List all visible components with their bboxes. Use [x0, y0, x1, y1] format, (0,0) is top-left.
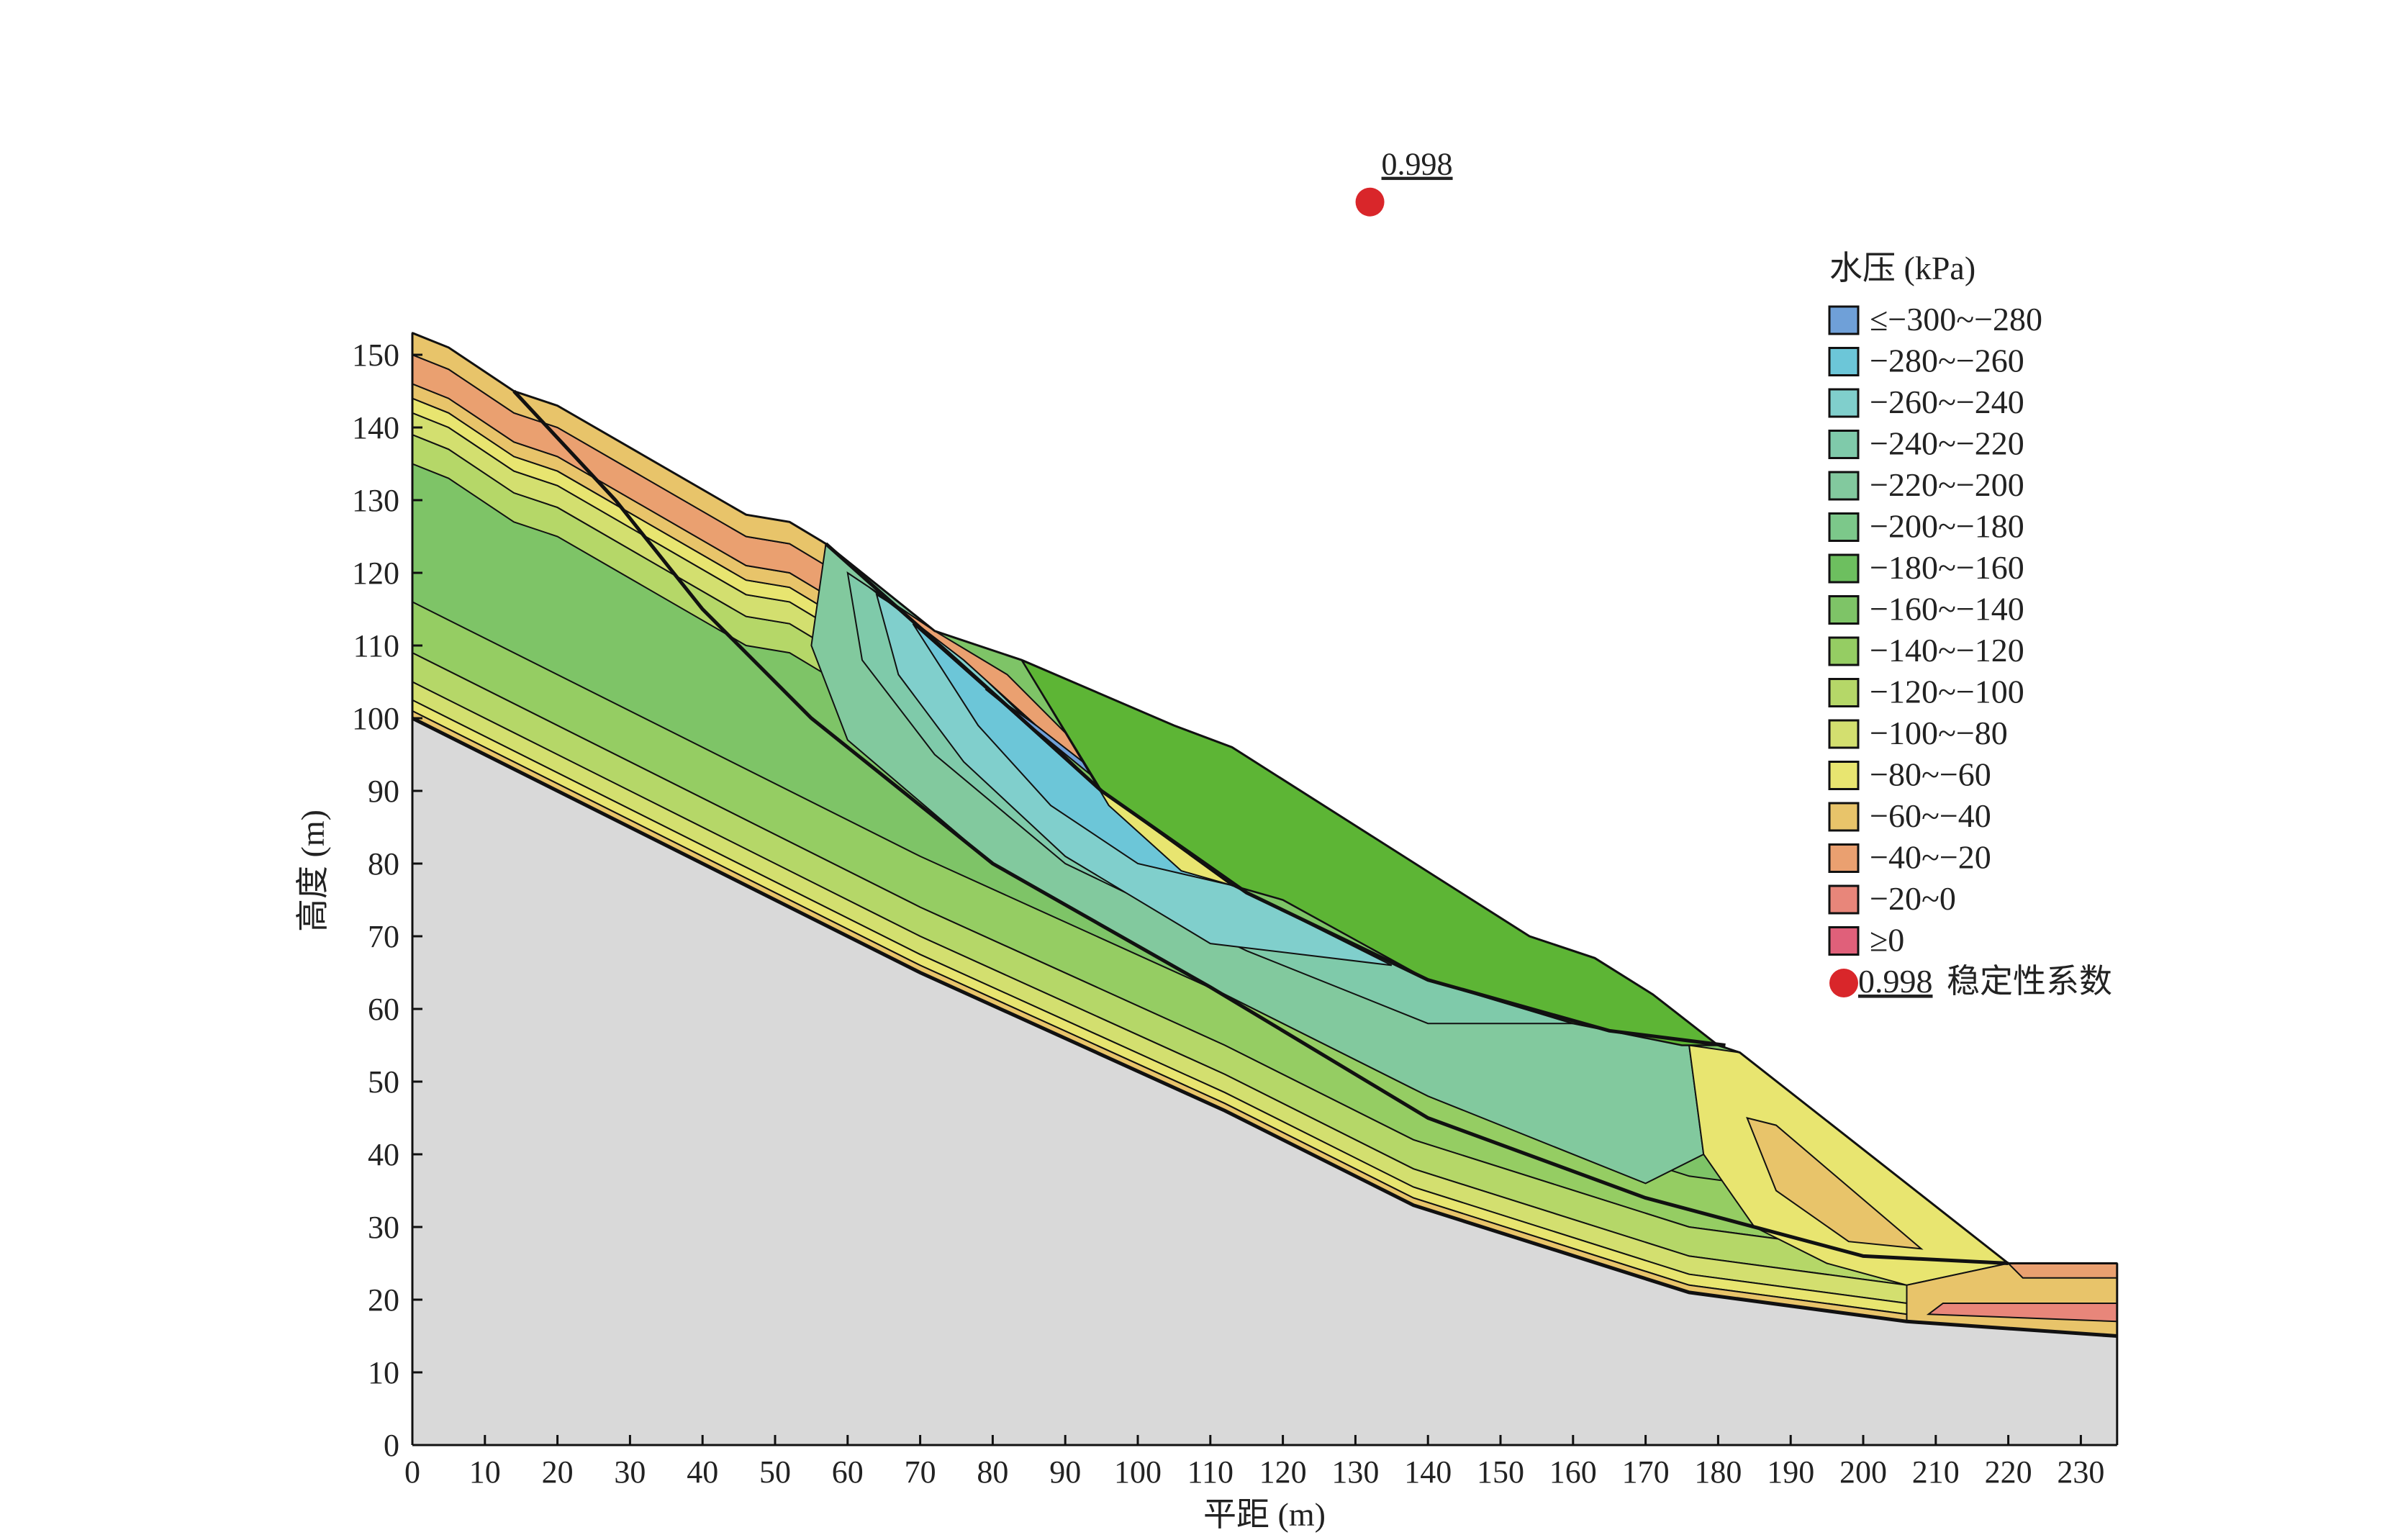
x-tick-label: 170 [1622, 1454, 1670, 1490]
legend-swatch [1828, 719, 1860, 749]
y-tick-label: 0 [384, 1428, 399, 1463]
y-tick-label: 150 [352, 338, 399, 373]
legend-swatch [1828, 802, 1860, 832]
x-tick-label: 150 [1477, 1454, 1524, 1490]
y-tick-label: 120 [352, 556, 399, 591]
y-tick-label: 60 [368, 992, 399, 1027]
legend-swatch [1828, 430, 1860, 459]
legend-label: −160~−140 [1870, 591, 2024, 628]
slip-surface-line [824, 542, 1726, 1047]
bedrock-region [412, 718, 2117, 1445]
x-tick-label: 20 [542, 1454, 574, 1490]
x-tick-label: 220 [1985, 1454, 2032, 1490]
x-tick-label: 180 [1694, 1454, 1742, 1490]
x-axis-title: 平距 (m) [1203, 1496, 1326, 1533]
legend-swatch [1828, 471, 1860, 501]
x-tick-label: 200 [1839, 1454, 1887, 1490]
y-tick-label: 110 [353, 628, 399, 664]
x-tick-label: 40 [687, 1454, 718, 1490]
x-tick-label: 80 [977, 1454, 1008, 1490]
y-tick-label: 20 [368, 1282, 399, 1318]
legend-label: −260~−240 [1870, 384, 2024, 420]
legend-label: −240~−220 [1870, 425, 2024, 462]
legend-label: −280~−260 [1870, 343, 2024, 379]
y-tick-label: 100 [352, 701, 399, 736]
legend-swatch [1828, 843, 1860, 873]
legend-label: −100~−80 [1870, 715, 2008, 751]
x-tick-label: 120 [1259, 1454, 1307, 1490]
x-tick-label: 160 [1549, 1454, 1597, 1490]
y-axis-title: 高度 (m) [294, 810, 331, 932]
x-tick-label: 190 [1767, 1454, 1814, 1490]
x-tick-label: 210 [1912, 1454, 1960, 1490]
y-tick-label: 90 [368, 774, 399, 809]
legend-swatch [1828, 926, 1860, 956]
plot-area [411, 332, 2118, 1445]
legend-label: −80~−60 [1870, 756, 1991, 793]
legend-swatch [1828, 347, 1860, 376]
legend-swatch [1828, 884, 1860, 915]
legend-label: ≤−300~−280 [1870, 301, 2042, 338]
legend-label: −220~−200 [1870, 466, 2024, 503]
legend-label: −60~−40 [1870, 797, 1991, 834]
x-tick-label: 10 [469, 1454, 501, 1490]
legend-swatch [1828, 305, 1860, 335]
x-tick-label: 30 [614, 1454, 646, 1490]
x-tick-label: 230 [2057, 1454, 2104, 1490]
legend: 水压 (kPa) ≤−300~−280 −280~−260 −260~−240 −24… [1828, 250, 2112, 1000]
x-tick-label: 0 [404, 1454, 420, 1490]
y-tick-label: 30 [368, 1210, 399, 1245]
contour-region [1746, 1117, 1924, 1250]
contour-region [2006, 1262, 2117, 1279]
legend-swatch [1828, 512, 1860, 542]
legend-swatch [1828, 595, 1860, 625]
x-tick-label: 100 [1114, 1454, 1162, 1490]
legend-label: −140~−120 [1870, 632, 2024, 669]
x-tick-label: 70 [905, 1454, 936, 1490]
safety-factor-dot [1355, 187, 1385, 217]
legend-safety-factor-label: 稳定性系数 [1947, 963, 2112, 1000]
x-tick-label: 130 [1331, 1454, 1379, 1490]
x-tick-label: 110 [1187, 1454, 1234, 1490]
safety-factor-value: 0.998 [1382, 147, 1453, 182]
legend-label: ≥0 [1870, 922, 1904, 959]
legend-safety-factor-value: 0.998 [1858, 963, 1933, 1000]
x-tick-label: 90 [1049, 1454, 1081, 1490]
legend-safety-factor-dot [1829, 969, 1858, 997]
contour-region [1926, 1303, 2117, 1323]
legend-label: −20~0 [1870, 880, 1956, 917]
y-tick-label: 140 [352, 410, 399, 445]
y-tick-label: 130 [352, 483, 399, 518]
y-tick-label: 80 [368, 846, 399, 882]
safety-factor-marker: 0.998 [1355, 147, 1453, 217]
legend-label: −40~−20 [1870, 839, 1991, 876]
legend-label: −200~−180 [1870, 508, 2024, 545]
legend-label: −180~−160 [1870, 549, 2024, 586]
legend-swatch [1828, 553, 1860, 584]
legend-swatch [1828, 388, 1860, 418]
legend-swatch [1828, 678, 1860, 707]
y-tick-label: 50 [368, 1064, 399, 1100]
bedrock-surface-line [411, 716, 2117, 1338]
y-tick-label: 10 [368, 1355, 399, 1390]
legend-title: 水压 (kPa) [1829, 250, 1975, 286]
x-tick-label: 140 [1404, 1454, 1452, 1490]
x-tick-label: 60 [832, 1454, 864, 1490]
legend-swatch [1828, 636, 1860, 666]
legend-swatch [1828, 761, 1860, 790]
y-tick-label: 40 [368, 1137, 399, 1172]
y-tick-label: 70 [368, 919, 399, 954]
slip-surface-line [512, 389, 2009, 1265]
axes: 0 10 20 30 40 50 60 70 80 90 100 110 120 130 140 150 160… [352, 332, 2119, 1490]
x-tick-label: 50 [759, 1454, 791, 1490]
legend-label: −120~−100 [1870, 674, 2024, 710]
